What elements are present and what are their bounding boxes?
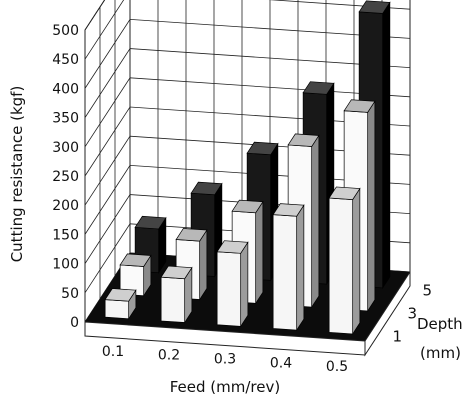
y-tick-label: 250 <box>52 169 79 185</box>
bar <box>160 265 193 324</box>
x-tick-label: 0.2 <box>158 348 180 364</box>
x-tick-label: 0.1 <box>102 344 124 360</box>
x-tick-label: 0.4 <box>270 355 292 371</box>
depth-tick-label: 5 <box>423 282 433 300</box>
bar-side <box>352 187 361 336</box>
bar <box>272 203 305 332</box>
y-tick-label: 0 <box>70 315 79 331</box>
bar-top <box>287 133 320 147</box>
y-tick-label: 500 <box>52 23 79 39</box>
bar-side <box>296 204 305 332</box>
bar-top <box>343 99 376 113</box>
bar-top <box>134 215 167 230</box>
bar-top <box>328 186 361 200</box>
y-tick-label: 200 <box>52 198 79 214</box>
y-tick-label: 150 <box>52 227 79 243</box>
y-tick-labels: 0 50 100 150 200 250 300 350 400 450 500 <box>52 23 79 331</box>
bar-top <box>246 141 279 156</box>
bar-front <box>272 214 298 331</box>
bar <box>328 186 361 336</box>
depth-tick-label: 1 <box>393 328 403 346</box>
y-tick-label: 350 <box>52 111 79 127</box>
bar-top <box>302 81 335 95</box>
bar <box>104 288 137 320</box>
bar-front <box>328 197 354 335</box>
bar-top <box>104 288 137 302</box>
bar-front <box>216 251 242 327</box>
y-axis-title: Cutting resistance (kgf) <box>8 86 26 263</box>
bar-top <box>175 228 208 242</box>
floor-side <box>364 270 411 357</box>
x-tick-labels: 0.1 0.2 0.3 0.4 0.5 <box>102 344 348 375</box>
y-tick-label: 400 <box>52 81 79 97</box>
x-tick-label: 0.3 <box>214 352 236 368</box>
bar-side <box>311 134 320 309</box>
x-axis-title: Feed (mm/rev) <box>170 378 280 396</box>
bar-top <box>272 203 305 217</box>
bar-front <box>160 276 186 323</box>
bar-top <box>358 0 391 14</box>
bar-side <box>255 200 264 305</box>
bar-side <box>240 241 249 328</box>
bar-side <box>382 1 391 290</box>
bar-top <box>119 253 152 267</box>
y-tick-label: 50 <box>61 286 79 302</box>
y-tick-label: 100 <box>52 257 79 273</box>
x-tick-label: 0.5 <box>326 359 348 375</box>
y-tick-label: 450 <box>52 52 79 68</box>
bar <box>216 240 249 328</box>
bar-side <box>199 228 208 301</box>
depth-axis-unit: (mm) <box>420 344 461 362</box>
y-tick-label: 300 <box>52 140 79 156</box>
bars <box>104 0 391 336</box>
bar-top <box>160 265 193 280</box>
bar-side <box>367 100 376 313</box>
bar-top <box>231 199 264 214</box>
bar-top <box>216 240 249 254</box>
bar-top <box>190 181 223 196</box>
depth-axis-title: Depth <box>417 315 463 333</box>
depth-tick-label: 3 <box>408 305 418 323</box>
bar <box>119 253 152 297</box>
depth-tick-labels: 135 <box>393 282 433 346</box>
bar-front <box>104 299 130 320</box>
